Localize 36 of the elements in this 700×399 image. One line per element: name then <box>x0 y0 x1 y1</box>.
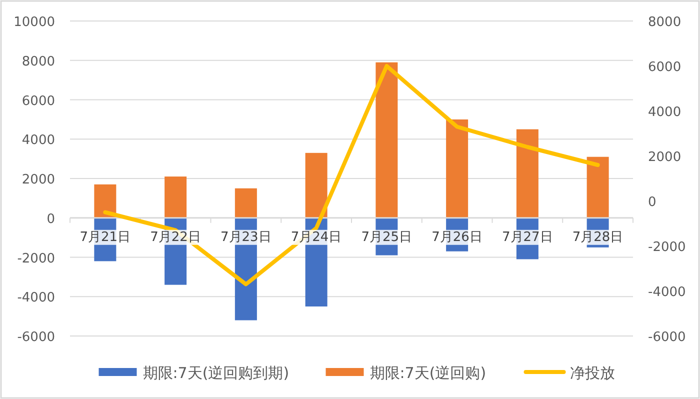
y-tick-label: -2000 <box>17 251 55 266</box>
bar <box>164 176 187 218</box>
y-tick-label: -4000 <box>17 290 55 306</box>
legend-label: 净投放 <box>570 364 615 382</box>
x-tick-label: 7月22日 <box>150 230 201 245</box>
bar <box>376 62 398 218</box>
y-tick-label: 2000 <box>22 172 55 188</box>
y-tick-label: 8000 <box>22 54 55 70</box>
x-tick-label: 7月27日 <box>502 230 553 245</box>
y2-tick-label: -6000 <box>648 330 686 345</box>
legend-label: 期限:7天(逆回购) <box>370 364 486 382</box>
x-tick-label: 7月26日 <box>432 230 482 245</box>
y2-tick-label: 8000 <box>648 15 682 30</box>
y-tick-label: 10000 <box>14 15 55 30</box>
y2-tick-label: -2000 <box>648 240 686 255</box>
y2-tick-label: 2000 <box>648 150 682 165</box>
x-tick-label: 7月24日 <box>290 230 342 245</box>
bar <box>586 156 609 218</box>
x-tick-label: 7月25日 <box>361 230 412 245</box>
bar <box>234 188 257 218</box>
bar <box>516 129 538 218</box>
x-tick-label: 7月21日 <box>80 230 131 245</box>
bar <box>94 184 116 218</box>
y-tick-label: 6000 <box>22 94 55 109</box>
y2-tick-label: 6000 <box>648 60 682 75</box>
y2-tick-label: 0 <box>648 195 656 210</box>
legend-label: 期限:7天(逆回购到期) <box>142 364 290 382</box>
x-tick-label: 7月28日 <box>572 230 624 245</box>
y-tick-label: -6000 <box>17 330 55 345</box>
y-tick-label: 4000 <box>22 133 55 148</box>
bar <box>305 152 328 218</box>
x-tick-label: 7月23日 <box>220 230 272 245</box>
y2-tick-label: 4000 <box>648 105 682 120</box>
y-tick-label: 0 <box>46 212 55 227</box>
bar <box>446 119 468 218</box>
y2-tick-label: -4000 <box>648 285 686 300</box>
